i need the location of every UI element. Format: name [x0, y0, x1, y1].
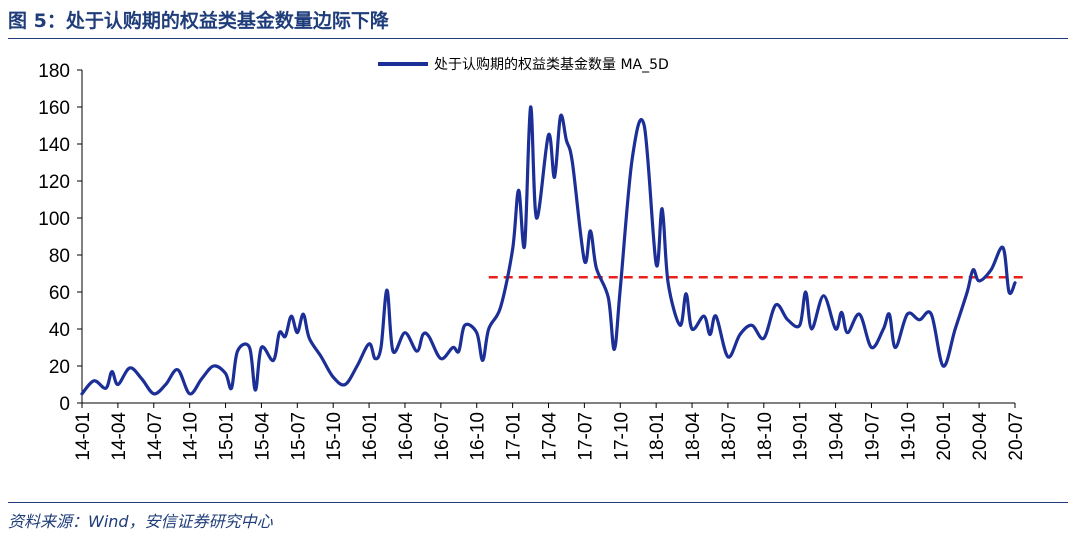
x-axis-ticks: 14-01 14-04 14-07 14-10 15-01 15-04 15-07 15-10… — [73, 403, 1027, 461]
y-axis-ticks: 0 20 40 60 80 100 120 140 160 180 — [38, 61, 82, 415]
x-tick-label: 18-07 — [719, 412, 740, 461]
x-tick-label: 19-07 — [862, 412, 883, 461]
y-tick-label: 100 — [38, 209, 70, 230]
x-tick-label: 15-07 — [288, 412, 309, 461]
x-tick-label: 16-04 — [396, 412, 417, 461]
y-tick-label: 140 — [38, 135, 70, 156]
x-tick-label: 17-10 — [611, 412, 632, 461]
y-tick-label: 0 — [59, 394, 70, 415]
x-tick-label: 14-04 — [109, 412, 130, 461]
chart-legend: 处于认购期的权益类基金数量 MA_5D — [378, 56, 669, 73]
x-tick-label: 16-07 — [432, 412, 453, 461]
x-tick-label: 16-01 — [360, 412, 381, 461]
x-tick-label: 17-04 — [540, 412, 561, 461]
chart-axes — [81, 70, 1015, 404]
x-tick-label: 16-10 — [468, 412, 489, 461]
x-tick-label: 20-01 — [934, 412, 955, 461]
y-tick-label: 40 — [49, 320, 70, 341]
footer-rule — [8, 502, 1068, 503]
x-tick-label: 18-01 — [647, 412, 668, 461]
x-tick-label: 18-04 — [683, 412, 704, 461]
x-tick-label: 20-07 — [1006, 412, 1027, 461]
y-tick-label: 120 — [38, 172, 70, 193]
x-tick-label: 19-04 — [827, 412, 848, 461]
y-tick-label: 160 — [38, 98, 70, 119]
title-rule — [8, 38, 1068, 39]
x-tick-label: 14-10 — [181, 412, 202, 461]
x-tick-label: 19-01 — [791, 412, 812, 461]
x-tick-label: 20-04 — [970, 412, 991, 461]
x-tick-label: 18-10 — [755, 412, 776, 461]
x-tick-label: 17-01 — [504, 412, 525, 461]
x-tick-label: 14-01 — [73, 412, 94, 461]
x-tick-label: 15-10 — [324, 412, 345, 461]
y-tick-label: 20 — [49, 357, 70, 378]
x-tick-label: 15-04 — [252, 412, 273, 461]
source-note: 资料来源：Wind，安信证券研究中心 — [8, 512, 273, 531]
x-tick-label: 14-07 — [145, 412, 166, 461]
x-tick-label: 17-07 — [575, 412, 596, 461]
line-chart: 0 20 40 60 80 100 120 140 160 180 14-01 14-04 14-07… — [38, 56, 1027, 461]
y-tick-label: 60 — [49, 283, 70, 304]
y-tick-label: 180 — [38, 61, 70, 82]
series-lines — [80, 105, 1017, 396]
legend-label: 处于认购期的权益类基金数量 MA_5D — [434, 56, 669, 73]
y-tick-label: 80 — [49, 246, 70, 267]
figure-title: 图 5：处于认购期的权益类基金数量边际下降 — [8, 10, 389, 32]
x-tick-label: 19-10 — [898, 412, 919, 461]
x-tick-label: 15-01 — [217, 412, 238, 461]
series-line — [80, 105, 1017, 396]
